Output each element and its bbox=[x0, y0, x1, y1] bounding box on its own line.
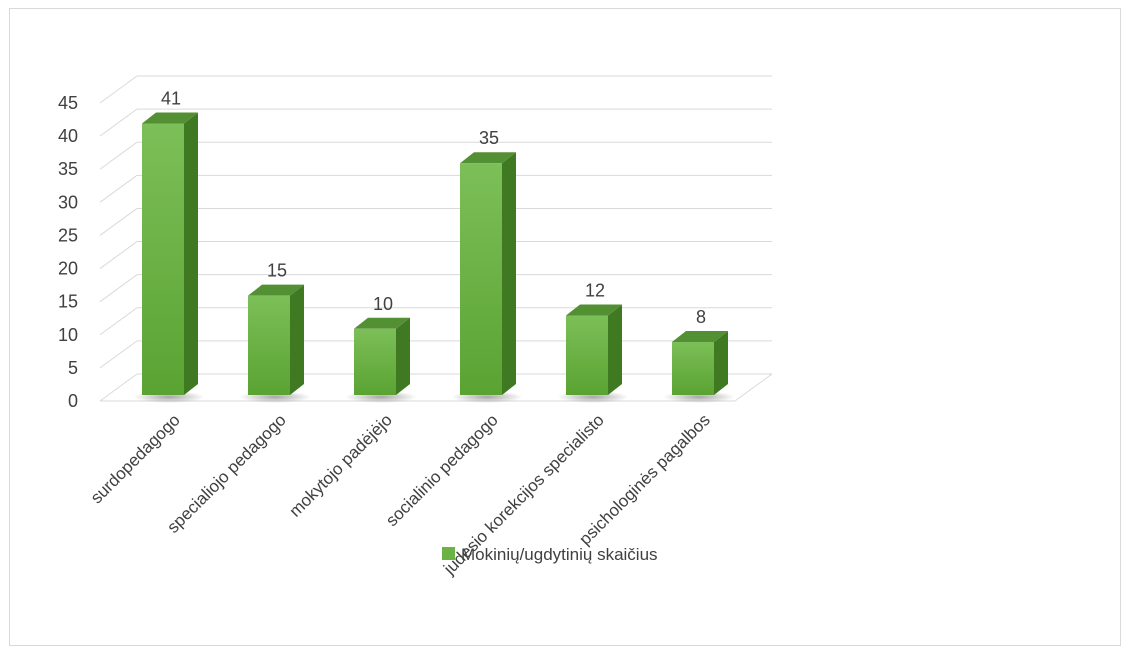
y-tick-label: 20 bbox=[58, 259, 78, 279]
y-tick-label: 15 bbox=[58, 292, 78, 312]
bar bbox=[354, 328, 396, 395]
bar-top bbox=[566, 304, 622, 316]
data-label: 35 bbox=[479, 128, 499, 148]
bar bbox=[566, 315, 608, 395]
gridline-depth bbox=[99, 174, 138, 203]
bar-side bbox=[290, 284, 304, 395]
data-label: 8 bbox=[696, 307, 706, 327]
bar-side bbox=[714, 331, 728, 395]
legend: Mokinių/ugdytinių skaičius bbox=[442, 545, 658, 564]
chart-frame: 0 5 10 15 20 25 30 35 40 45 41 15 10 35 12 8 surdopeda… bbox=[9, 8, 1121, 646]
data-label: 41 bbox=[161, 88, 181, 108]
gridline-depth bbox=[99, 208, 138, 236]
gridline-depth bbox=[99, 108, 138, 137]
y-tick-label: 5 bbox=[68, 358, 78, 378]
gridline-depth bbox=[99, 75, 138, 104]
data-label: 15 bbox=[267, 261, 287, 281]
y-tick-label: 10 bbox=[58, 325, 78, 345]
bar-top bbox=[248, 284, 304, 296]
floor-side-edge bbox=[734, 373, 773, 402]
gridline-depth bbox=[99, 307, 138, 336]
y-tick-label: 45 bbox=[58, 93, 78, 113]
bar-side bbox=[502, 152, 516, 395]
bar bbox=[672, 342, 714, 395]
gridline-depth bbox=[99, 274, 138, 303]
data-label: 10 bbox=[373, 294, 393, 314]
bars bbox=[133, 112, 735, 403]
y-tick-label: 0 bbox=[68, 391, 78, 411]
gridline-depth bbox=[99, 241, 138, 269]
bar-side bbox=[608, 304, 622, 395]
bar-top bbox=[354, 317, 410, 329]
gridline-depth bbox=[99, 141, 138, 170]
bar bbox=[460, 163, 502, 395]
legend-label: Mokinių/ugdytinių skaičius bbox=[461, 545, 658, 564]
bar bbox=[142, 123, 184, 395]
bar-chart: 0 5 10 15 20 25 30 35 40 45 41 15 10 35 12 8 surdopeda… bbox=[58, 75, 773, 579]
y-tick-label: 40 bbox=[58, 126, 78, 146]
bar-side bbox=[184, 112, 198, 395]
x-tick-label: socialinio pedagogo bbox=[382, 410, 502, 530]
gridline-depth bbox=[99, 340, 138, 369]
bar-top bbox=[142, 112, 198, 124]
x-tick-label: specialiojo pedagogo bbox=[163, 410, 289, 536]
x-tick-label: mokytojo padėjėjo bbox=[285, 410, 395, 520]
gridlines bbox=[99, 75, 773, 402]
bar-top bbox=[460, 152, 516, 164]
y-tick-label: 25 bbox=[58, 225, 78, 245]
bar-side bbox=[396, 317, 410, 395]
y-tick-label: 30 bbox=[58, 192, 78, 212]
bar-top bbox=[672, 331, 728, 343]
y-axis-ticks: 0 5 10 15 20 25 30 35 40 45 bbox=[58, 93, 78, 411]
gridline-depth bbox=[99, 373, 138, 402]
data-label: 12 bbox=[585, 281, 605, 301]
bar bbox=[248, 295, 290, 395]
x-tick-label: surdopedagogo bbox=[87, 410, 184, 507]
y-tick-label: 35 bbox=[58, 159, 78, 179]
legend-swatch bbox=[442, 547, 455, 560]
data-labels: 41 15 10 35 12 8 bbox=[161, 88, 706, 327]
